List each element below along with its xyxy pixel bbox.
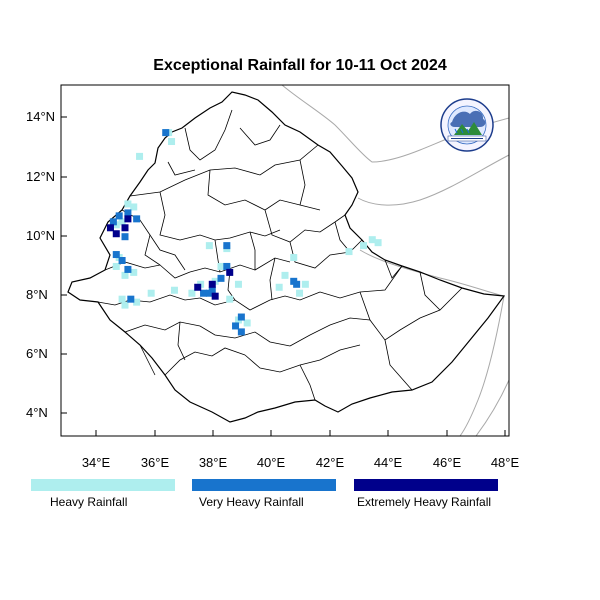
somalia-coast-south (475, 379, 509, 436)
very-heavy-rainfall-cells (109, 129, 301, 336)
legend-swatch-heavy (31, 479, 175, 491)
heavy-rainfall-cell (130, 203, 138, 211)
meteorology-institute-logo (440, 98, 494, 152)
very-heavy-rainfall-cell (124, 265, 132, 273)
region-boundaries (97, 109, 463, 401)
very-heavy-rainfall-cell (112, 251, 120, 259)
heavy-rainfall-cell (121, 301, 129, 309)
country-outline (67, 91, 506, 423)
lat-label-12: 12°N (26, 169, 56, 184)
heavy-rainfall-cell (121, 271, 129, 279)
gulf-aden-coast (359, 249, 505, 297)
extremely-heavy-rainfall-cell (226, 268, 234, 276)
very-heavy-rainfall-cell (162, 129, 170, 137)
legend-swatch-very-heavy (192, 479, 336, 491)
legend-label-very-heavy: Very Heavy Rainfall (199, 495, 304, 509)
very-heavy-rainfall-cell (127, 295, 135, 303)
extremely-heavy-rainfall-cell (121, 224, 129, 232)
lon-label-40: 40°E (256, 455, 286, 470)
heavy-rainfall-cell (301, 280, 309, 288)
extremely-heavy-rainfall-cell (124, 215, 132, 223)
lon-label-36: 36°E (140, 455, 170, 470)
heavy-rainfall-cell (296, 289, 304, 297)
heavy-rainfall-cell (205, 242, 213, 250)
heavy-rainfall-cell (136, 152, 144, 160)
heavy-rainfall-cell (130, 268, 138, 276)
legend-swatch-extreme (354, 479, 498, 491)
lon-label-44: 44°E (373, 455, 403, 470)
heavy-rainfall-cell (133, 298, 141, 306)
heavy-rainfall-cell (290, 254, 298, 262)
map-title: Exceptional Rainfall for 10-11 Oct 2024 (153, 57, 447, 74)
extremely-heavy-rainfall-cells (106, 215, 234, 300)
heavy-rainfall-cells (112, 129, 382, 327)
extremely-heavy-rainfall-cell (208, 280, 216, 288)
legend-label-extreme: Extremely Heavy Rainfall (357, 495, 492, 509)
very-heavy-rainfall-cell (109, 218, 117, 226)
heavy-rainfall-cell (147, 289, 155, 297)
lat-label-4: 4°N (26, 405, 48, 420)
extremely-heavy-rainfall-cell (112, 230, 120, 238)
very-heavy-rainfall-cell (237, 328, 245, 336)
very-heavy-rainfall-cell (223, 242, 231, 250)
very-heavy-rainfall-cell (124, 209, 132, 217)
very-heavy-rainfall-cell (223, 262, 231, 270)
heavy-rainfall-cell (217, 262, 225, 270)
very-heavy-rainfall-cell (217, 274, 225, 282)
somalia-coast (459, 295, 505, 436)
very-heavy-rainfall-cell (290, 277, 298, 285)
very-heavy-rainfall-cell (205, 289, 213, 297)
heavy-rainfall-cell (124, 200, 132, 208)
extremely-heavy-rainfall-cell (106, 224, 114, 232)
lat-tick-marks (61, 116, 67, 414)
heavy-rainfall-cell (360, 242, 368, 250)
very-heavy-rainfall-cell (133, 215, 141, 223)
lat-label-6: 6°N (26, 346, 48, 361)
heavy-rainfall-cell (234, 280, 242, 288)
very-heavy-rainfall-cell (200, 289, 208, 297)
very-heavy-rainfall-cell (121, 233, 129, 241)
lon-label-48: 48°E (490, 455, 520, 470)
lon-label-38: 38°E (198, 455, 228, 470)
lat-label-10: 10°N (26, 228, 56, 243)
heavy-rainfall-cell (281, 271, 289, 279)
lon-tick-marks (95, 430, 506, 436)
very-heavy-rainfall-cell (115, 212, 123, 220)
yemen-coast (357, 154, 509, 206)
legend-label-heavy: Heavy Rainfall (50, 495, 128, 509)
heavy-rainfall-cell (275, 283, 283, 291)
lon-label-46: 46°E (432, 455, 462, 470)
heavy-rainfall-cell (168, 138, 176, 146)
heavy-rainfall-cell (243, 319, 251, 327)
heavy-rainfall-cell (170, 286, 178, 294)
very-heavy-rainfall-cell (232, 322, 240, 330)
heavy-rainfall-cell (188, 289, 196, 297)
heavy-rainfall-cell (118, 295, 126, 303)
lon-label-34: 34°E (81, 455, 111, 470)
heavy-rainfall-cell (368, 236, 376, 244)
extremely-heavy-rainfall-cell (211, 292, 219, 300)
heavy-rainfall-cell (345, 248, 353, 256)
heavy-rainfall-cell (226, 295, 234, 303)
lat-label-14: 14°N (26, 109, 56, 124)
lon-label-42: 42°E (315, 455, 345, 470)
heavy-rainfall-cell (112, 262, 120, 270)
map-frame (60, 84, 510, 437)
very-heavy-rainfall-cell (118, 257, 126, 264)
lat-label-8: 8°N (26, 287, 48, 302)
heavy-rainfall-cell (118, 218, 126, 226)
extremely-heavy-rainfall-cell (194, 283, 202, 291)
very-heavy-rainfall-cell (237, 313, 245, 321)
heavy-rainfall-cell (374, 239, 382, 247)
